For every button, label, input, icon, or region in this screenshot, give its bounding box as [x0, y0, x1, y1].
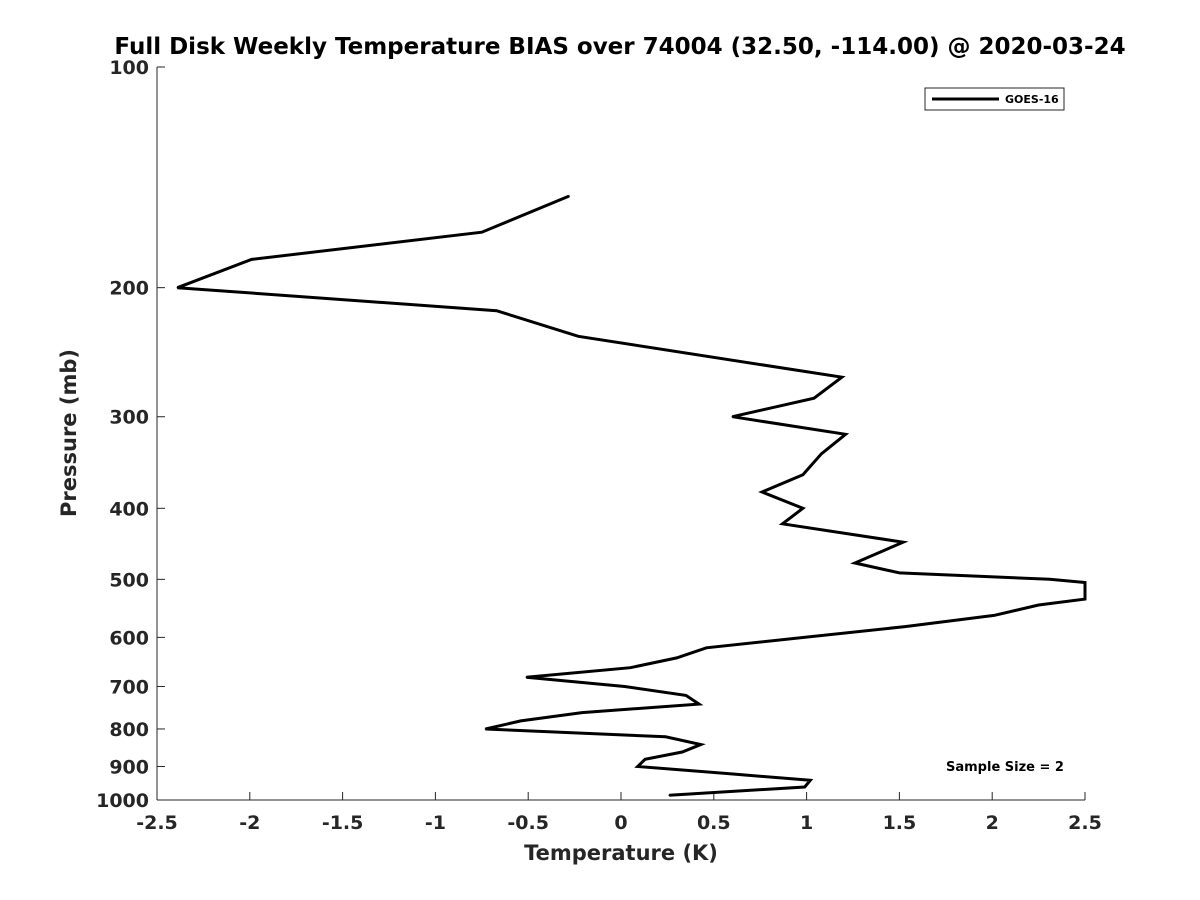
legend: GOES-16 [924, 87, 1065, 111]
data-point [577, 335, 580, 338]
data-point [1048, 578, 1051, 581]
y-tick-label: 500 [109, 569, 149, 591]
y-tick-label: 100 [109, 57, 149, 79]
y-axis-ticks: 100 200 300 400 500 600 700 800 900 1000 [96, 57, 165, 812]
y-tick-label: 400 [109, 498, 149, 520]
x-tick-label: 2 [986, 812, 999, 834]
data-point [481, 231, 483, 233]
data-point [629, 666, 632, 669]
data-point [802, 473, 804, 476]
data-point [705, 647, 708, 649]
data-point [681, 751, 684, 753]
x-tick-label: 1 [800, 812, 813, 834]
data-point [176, 286, 179, 289]
data-point [700, 743, 702, 746]
data-point [898, 572, 901, 574]
y-tick-label: 900 [109, 756, 149, 778]
data-point [781, 523, 784, 525]
data-point [993, 614, 995, 617]
x-tick-label: 1.5 [883, 812, 917, 834]
series-line-goes-16 [176, 194, 1087, 797]
x-tick-label: 2.5 [1068, 812, 1102, 834]
plot-area: -2.5 -2 -1.5 -1 -0.5 0 0.5 1 1.5 2 2.5 100 200 300 40… [96, 57, 1102, 834]
data-point [250, 258, 253, 261]
data-point [1084, 581, 1086, 584]
legend-entry-goes-16: GOES-16 [1005, 93, 1059, 106]
data-point [636, 765, 639, 768]
data-point [698, 703, 700, 705]
data-point [623, 685, 626, 688]
data-point [854, 562, 856, 564]
data-point [644, 758, 646, 761]
y-axis-label: Pressure (mb) [57, 349, 81, 517]
x-axis-label: Temperature (K) [524, 841, 718, 865]
x-tick-label: -0.5 [507, 812, 549, 834]
data-point [803, 786, 806, 788]
data-point [519, 720, 522, 722]
x-tick-label: -1 [425, 812, 446, 834]
data-point [668, 794, 671, 796]
series-layer [176, 194, 1087, 797]
data-point [802, 507, 804, 510]
data-point [731, 415, 734, 418]
x-axis-ticks: -2.5 -2 -1.5 -1 -0.5 0 0.5 1 1.5 2 2.5 [136, 792, 1102, 834]
data-point [841, 376, 843, 379]
data-point [761, 491, 763, 493]
x-tick-label: -2 [239, 812, 260, 834]
data-point [904, 625, 906, 628]
data-point [902, 541, 904, 544]
y-tick-label: 800 [109, 719, 149, 741]
data-point [813, 397, 815, 399]
data-point [685, 694, 687, 697]
data-point [1037, 604, 1040, 606]
data-point [568, 195, 570, 197]
data-point [495, 309, 498, 312]
data-point [809, 779, 812, 782]
data-point [484, 728, 487, 730]
x-tick-label: -1.5 [322, 812, 364, 834]
x-tick-label: -2.5 [136, 812, 178, 834]
data-point [664, 736, 667, 738]
data-point [675, 657, 678, 659]
data-point [1084, 598, 1086, 600]
data-point [844, 433, 847, 436]
data-point [820, 452, 823, 455]
x-tick-label: 0.5 [697, 812, 731, 834]
data-point [525, 676, 528, 679]
x-tick-label: 0 [614, 812, 627, 834]
data-point [581, 711, 583, 714]
chart-title: Full Disk Weekly Temperature BIAS over 7… [114, 34, 1125, 60]
y-tick-label: 700 [109, 676, 149, 698]
y-tick-label: 300 [109, 407, 149, 429]
sample-size-annotation: Sample Size = 2 [946, 760, 1064, 775]
y-tick-label: 200 [109, 278, 149, 300]
y-tick-label: 600 [109, 627, 149, 649]
y-tick-label: 1000 [96, 790, 149, 812]
data-point [725, 772, 728, 775]
